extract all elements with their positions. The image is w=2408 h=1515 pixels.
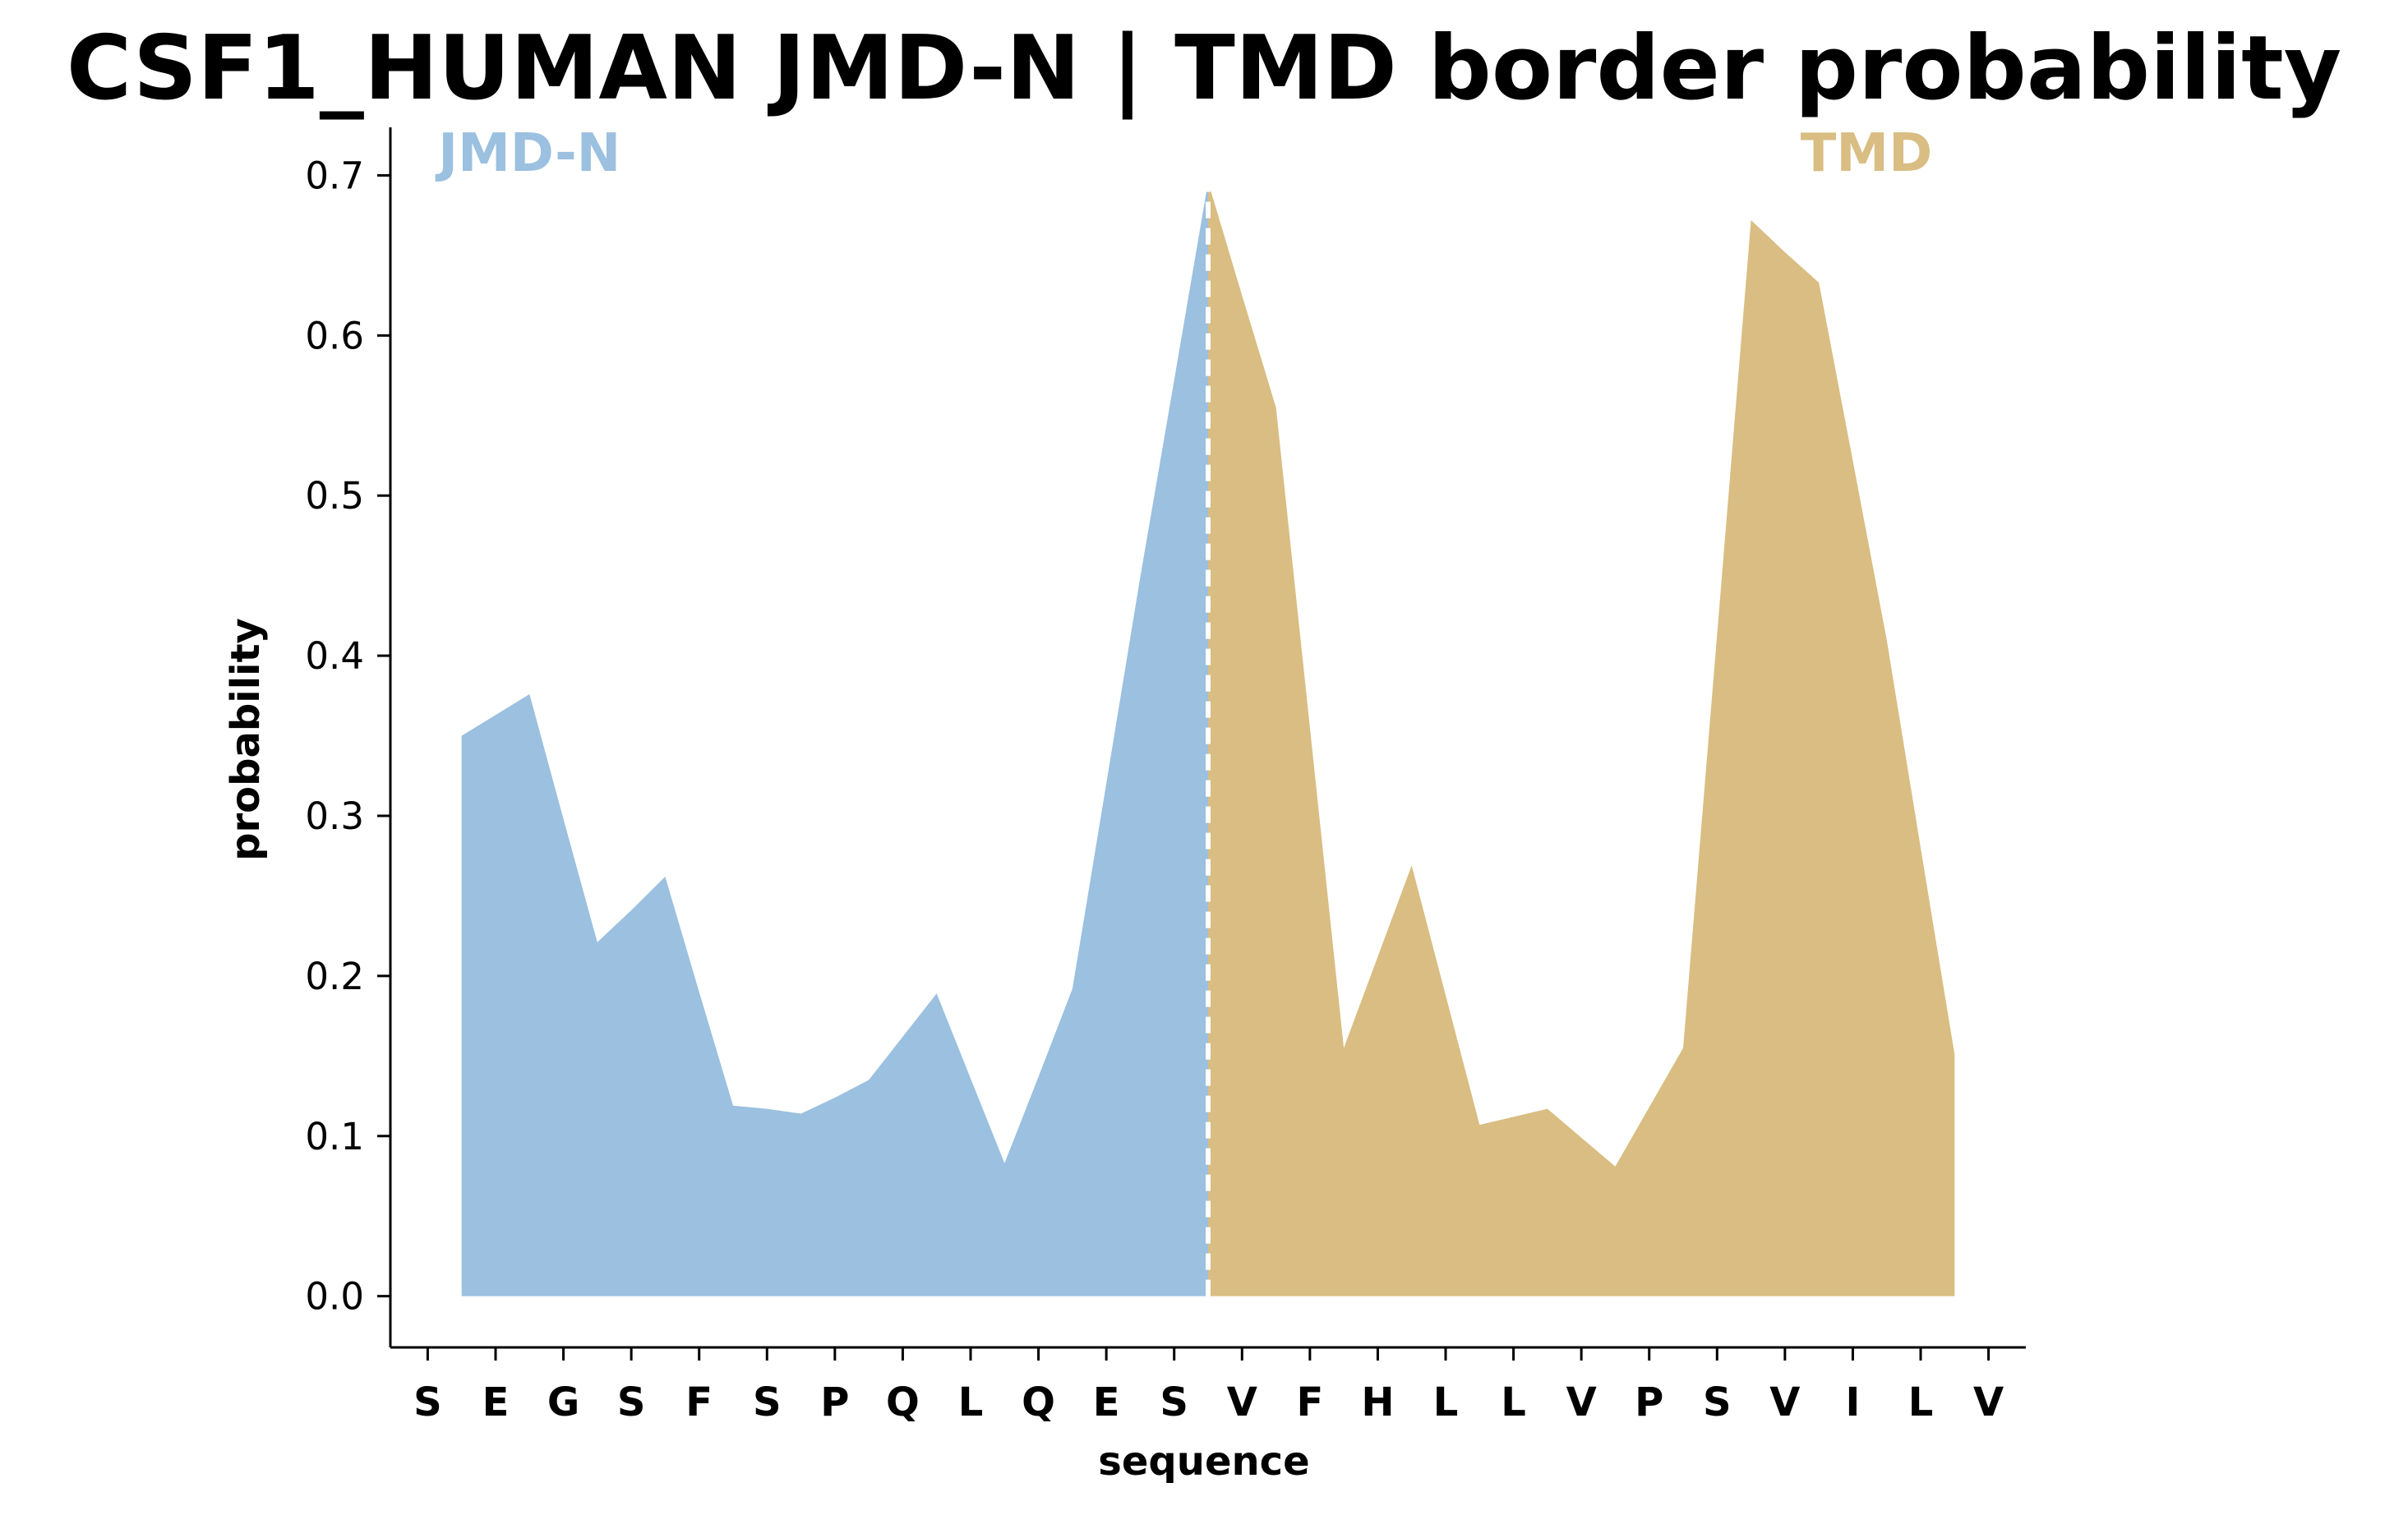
x-tick-label: L <box>958 1379 984 1425</box>
y-tick-label: 0.1 <box>305 1115 364 1158</box>
region-label-tmd: TMD <box>1801 123 1932 184</box>
y-tick-label: 0.0 <box>305 1275 364 1319</box>
y-tick-label: 0.3 <box>305 794 364 838</box>
x-tick-label: F <box>685 1379 713 1425</box>
y-axis-ticks: 0.0 0.1 0.2 0.3 0.4 0.5 0.6 0.7 <box>305 154 390 1319</box>
area-tmd <box>1208 182 1955 1296</box>
x-tick-label: L <box>1433 1379 1459 1425</box>
y-axis-label: probability <box>223 618 269 861</box>
x-tick-label: V <box>1227 1379 1257 1425</box>
region-labels: JMD-N TMD <box>435 123 1932 184</box>
x-tick-label: S <box>753 1379 782 1425</box>
y-tick-label: 0.7 <box>305 154 364 197</box>
chart-title: CSF1_HUMAN JMD-N | TMD border probabilit… <box>67 17 2341 120</box>
x-tick-label: L <box>1501 1379 1526 1425</box>
x-tick-label: I <box>1846 1379 1861 1425</box>
region-label-jmd-n: JMD-N <box>435 123 620 184</box>
x-tick-label: E <box>482 1379 510 1425</box>
axes <box>389 127 2026 1349</box>
area-series-group <box>461 182 1955 1296</box>
y-tick-label: 0.5 <box>305 474 364 518</box>
x-tick-label: S <box>1703 1379 1732 1425</box>
x-tick-label: S <box>413 1379 442 1425</box>
x-tick-label: E <box>1093 1379 1120 1425</box>
y-tick-label: 0.4 <box>305 634 364 678</box>
x-tick-label: G <box>547 1379 579 1425</box>
x-tick-label: V <box>1566 1379 1597 1425</box>
x-tick-label: Q <box>1022 1379 1055 1425</box>
x-tick-label: H <box>1361 1379 1394 1425</box>
x-tick-label: S <box>617 1379 646 1425</box>
x-tick-label: Q <box>886 1379 920 1425</box>
x-tick-label: P <box>1635 1379 1663 1425</box>
x-tick-label: V <box>1769 1379 1800 1425</box>
x-axis-label: sequence <box>1098 1439 1309 1485</box>
x-tick-label: P <box>820 1379 849 1425</box>
x-tick-label: V <box>1973 1379 2004 1425</box>
x-tick-label: F <box>1296 1379 1323 1425</box>
y-tick-label: 0.6 <box>305 314 364 357</box>
area-jmd-n <box>461 182 1208 1296</box>
y-tick-label: 0.2 <box>305 955 364 998</box>
x-tick-label: L <box>1908 1379 1934 1425</box>
x-tick-label: S <box>1160 1379 1188 1425</box>
